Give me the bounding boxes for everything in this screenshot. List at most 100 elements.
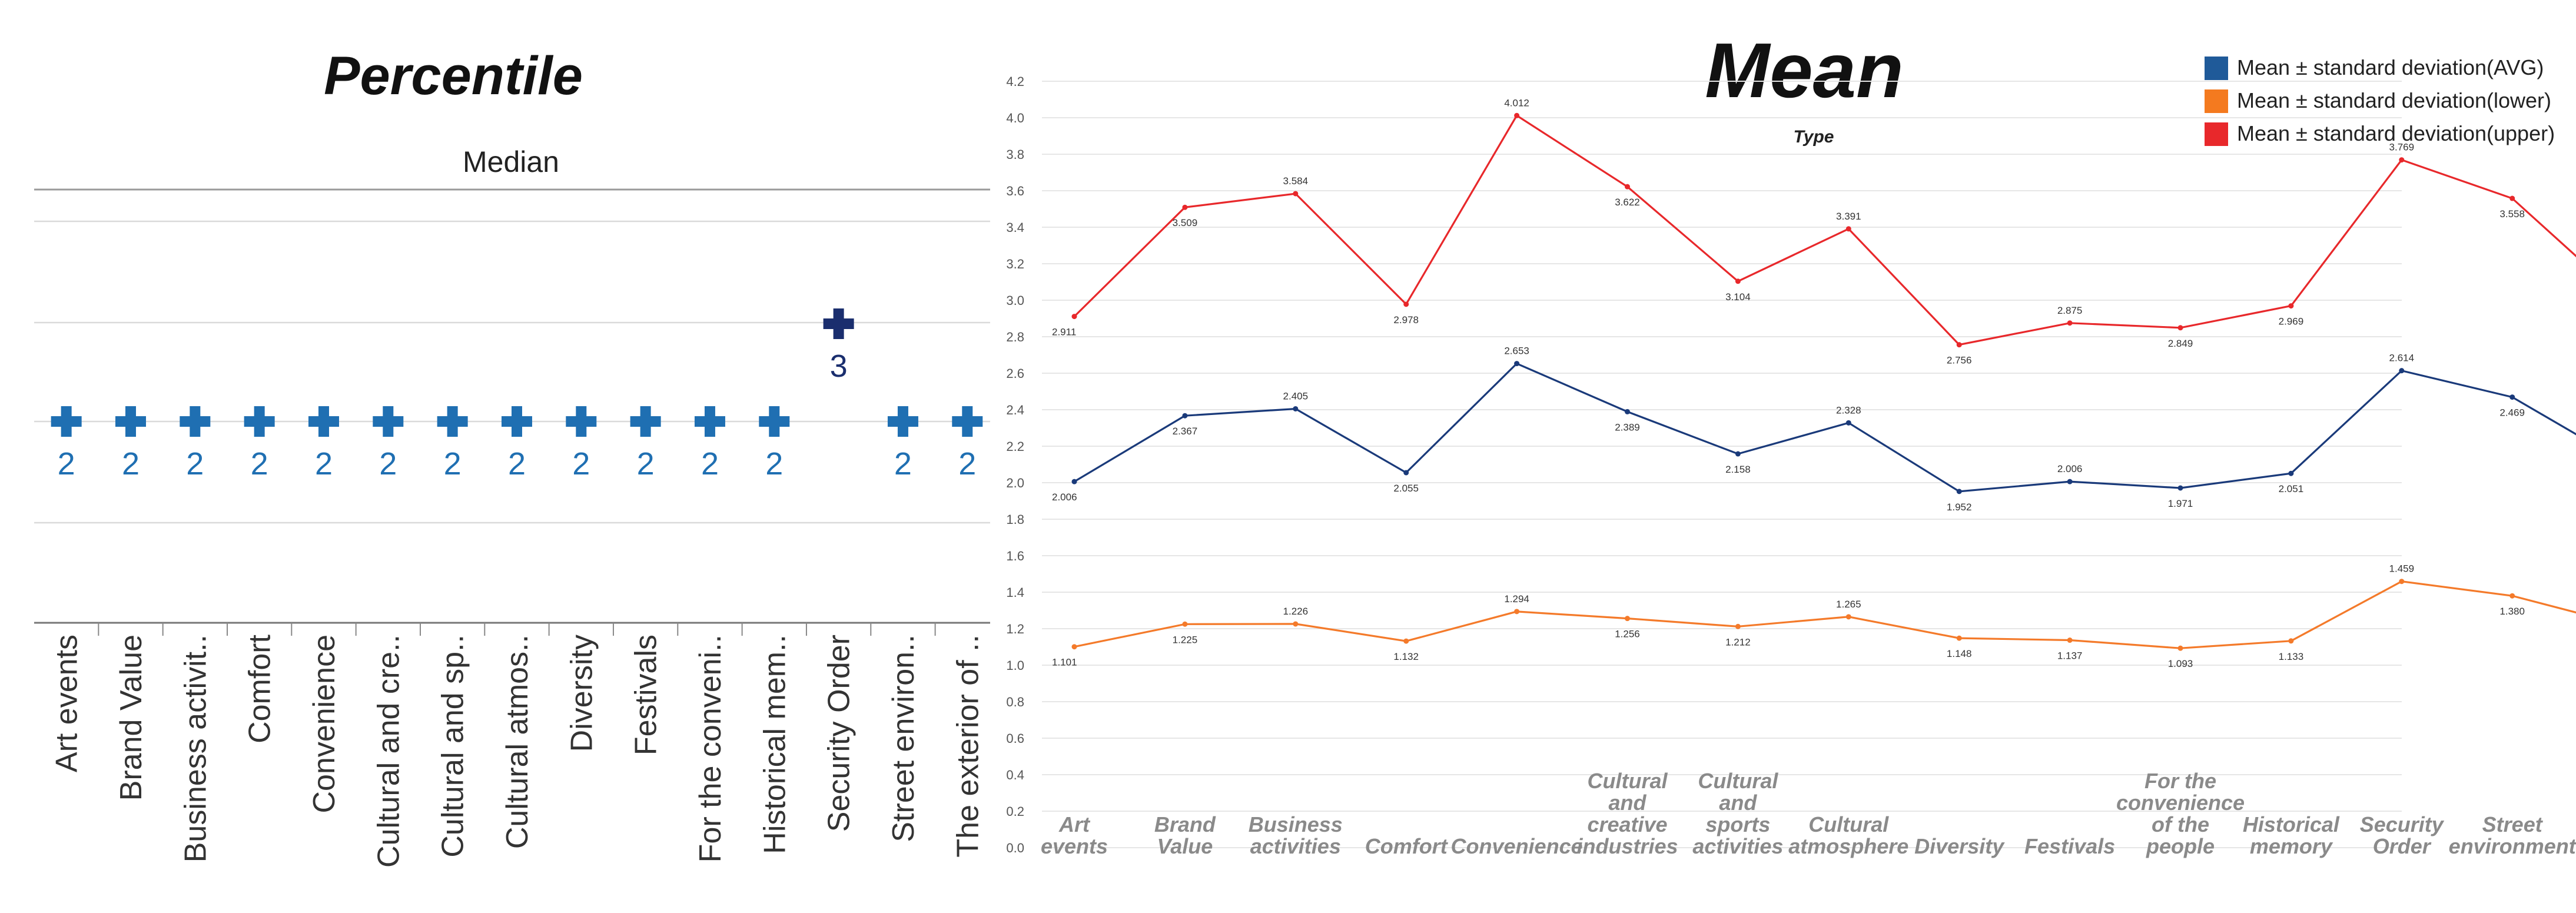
data-point bbox=[1735, 451, 1741, 457]
data-label: 2.051 bbox=[2279, 483, 2304, 494]
mean-y-tick: 4.0 bbox=[1006, 111, 1024, 125]
percentile-x-label: For the conveni.. bbox=[693, 635, 728, 862]
percentile-value-label: 2 bbox=[251, 446, 268, 482]
percentile-x-label: Cultural and sp.. bbox=[436, 635, 470, 858]
data-label: 2.969 bbox=[2279, 316, 2304, 327]
data-point bbox=[1625, 184, 1630, 190]
data-point bbox=[1071, 479, 1077, 484]
percentile-value-label: 2 bbox=[894, 446, 912, 482]
data-label: 1.226 bbox=[1283, 606, 1309, 617]
percentile-marker-10 bbox=[630, 406, 661, 437]
percentile-marker-9 bbox=[566, 406, 597, 437]
data-label: 1.225 bbox=[1173, 634, 1198, 645]
percentile-marker-12 bbox=[759, 406, 790, 437]
percentile-x-label: The exterior of .. bbox=[951, 635, 985, 858]
percentile-value-label: 2 bbox=[186, 446, 204, 482]
data-point bbox=[1514, 112, 1520, 118]
legend: Mean ± standard deviation(AVG) Mean ± sta… bbox=[2205, 55, 2555, 146]
percentile-x-label: Business activit.. bbox=[178, 635, 213, 862]
data-point bbox=[1071, 314, 1077, 320]
data-label: 1.133 bbox=[2279, 651, 2304, 662]
mean-y-tick: 0.8 bbox=[1006, 695, 1024, 709]
percentile-x-label: Diversity bbox=[565, 635, 599, 752]
mean-y-tick: 1.8 bbox=[1006, 512, 1024, 527]
data-point bbox=[2509, 195, 2515, 201]
mean-y-tick: 2.0 bbox=[1006, 476, 1024, 490]
data-point bbox=[2509, 593, 2515, 599]
data-label: 2.875 bbox=[2057, 305, 2083, 316]
mean-y-tick: 2.8 bbox=[1006, 330, 1024, 344]
percentile-value-label: 2 bbox=[315, 446, 333, 482]
data-label: 2.367 bbox=[1173, 426, 1198, 437]
mean-y-tick: 4.2 bbox=[1006, 74, 1024, 89]
mean-x-label: Festivals bbox=[2024, 834, 2115, 858]
mean-y-tick: 3.8 bbox=[1006, 147, 1024, 162]
mean-y-tick: 2.2 bbox=[1006, 439, 1024, 454]
data-point bbox=[2288, 638, 2294, 644]
percentile-chart: Percentile Median 2 2 2 2 2 2 2 2 2 2 2 2 3 2 2 Art ev… bbox=[34, 46, 990, 868]
mean-y-tick: 1.4 bbox=[1006, 585, 1024, 600]
percentile-marker-5 bbox=[308, 406, 339, 437]
data-point bbox=[2177, 325, 2183, 331]
data-label: 1.137 bbox=[2057, 650, 2083, 662]
percentile-title: Percentile bbox=[324, 46, 583, 106]
data-label: 3.584 bbox=[1283, 175, 1309, 187]
data-label: 1.212 bbox=[1725, 636, 1751, 648]
percentile-value-label: 2 bbox=[765, 446, 783, 482]
data-label: 2.469 bbox=[2499, 407, 2525, 419]
mean-y-tick: 0.0 bbox=[1006, 841, 1024, 855]
data-label: 1.971 bbox=[2168, 498, 2193, 509]
data-point bbox=[1293, 191, 1299, 197]
data-label: 1.380 bbox=[2499, 606, 2525, 617]
data-point bbox=[1956, 342, 1962, 348]
data-point bbox=[2399, 368, 2405, 374]
mean-y-tick: 2.6 bbox=[1006, 366, 1024, 381]
data-label: 1.101 bbox=[1052, 657, 1077, 668]
data-label: 1.093 bbox=[2168, 658, 2193, 669]
percentile-subtitle: Median bbox=[463, 145, 559, 178]
mean-x-label: Cultural and creative industries bbox=[1576, 769, 1678, 858]
data-label: 3.769 bbox=[2389, 142, 2415, 153]
percentile-x-label: Cultural and cre.. bbox=[371, 635, 406, 868]
data-label: 2.158 bbox=[1725, 464, 1751, 475]
data-label: 1.132 bbox=[1393, 651, 1419, 662]
mean-chart: Mean Type 0.0 0.2 0.4 0.6 0.8 1.0 1.2 1.4 1.6 1.8… bbox=[1006, 27, 2576, 858]
data-label: 3.391 bbox=[1836, 211, 1861, 222]
percentile-x-label: Historical mem.. bbox=[758, 635, 792, 854]
mean-subtitle: Type bbox=[1794, 127, 1834, 147]
mean-y-tick: 1.0 bbox=[1006, 658, 1024, 673]
data-point bbox=[2177, 645, 2183, 651]
data-point bbox=[1182, 204, 1188, 210]
data-point bbox=[1956, 635, 1962, 641]
percentile-value-label: 2 bbox=[379, 446, 397, 482]
mean-y-tick: 1.6 bbox=[1006, 549, 1024, 563]
data-label: 2.006 bbox=[1052, 492, 1077, 503]
percentile-marker-8 bbox=[501, 406, 532, 437]
mean-x-label: Comfort bbox=[1365, 834, 1449, 858]
percentile-value-label: 2 bbox=[701, 446, 719, 482]
mean-y-tick: 2.4 bbox=[1006, 403, 1024, 417]
percentile-value-label: 2 bbox=[122, 446, 140, 482]
data-point bbox=[1293, 406, 1299, 411]
data-point bbox=[1845, 614, 1851, 620]
data-label: 2.978 bbox=[1393, 314, 1419, 326]
percentile-value-label: 2 bbox=[444, 446, 462, 482]
legend-swatch bbox=[2205, 57, 2228, 80]
mean-title: Mean bbox=[1705, 27, 1903, 114]
data-label: 2.849 bbox=[2168, 338, 2193, 349]
data-point bbox=[2509, 394, 2515, 400]
percentile-value-label: 2 bbox=[958, 446, 976, 482]
percentile-marker-6 bbox=[373, 406, 404, 437]
data-point bbox=[1735, 278, 1741, 284]
data-label: 1.265 bbox=[1836, 599, 1861, 610]
data-label: 2.055 bbox=[1393, 483, 1419, 494]
mean-x-label: Convenience bbox=[1451, 834, 1583, 858]
percentile-marker-4 bbox=[244, 406, 275, 437]
percentile-x-label: Street environ.. bbox=[887, 635, 921, 842]
data-point bbox=[2067, 320, 2073, 326]
mean-x-label: Brand Value bbox=[1154, 812, 1216, 858]
mean-x-label: Diversity bbox=[1914, 834, 2005, 858]
data-point bbox=[2067, 638, 2073, 643]
data-point bbox=[1625, 409, 1630, 414]
